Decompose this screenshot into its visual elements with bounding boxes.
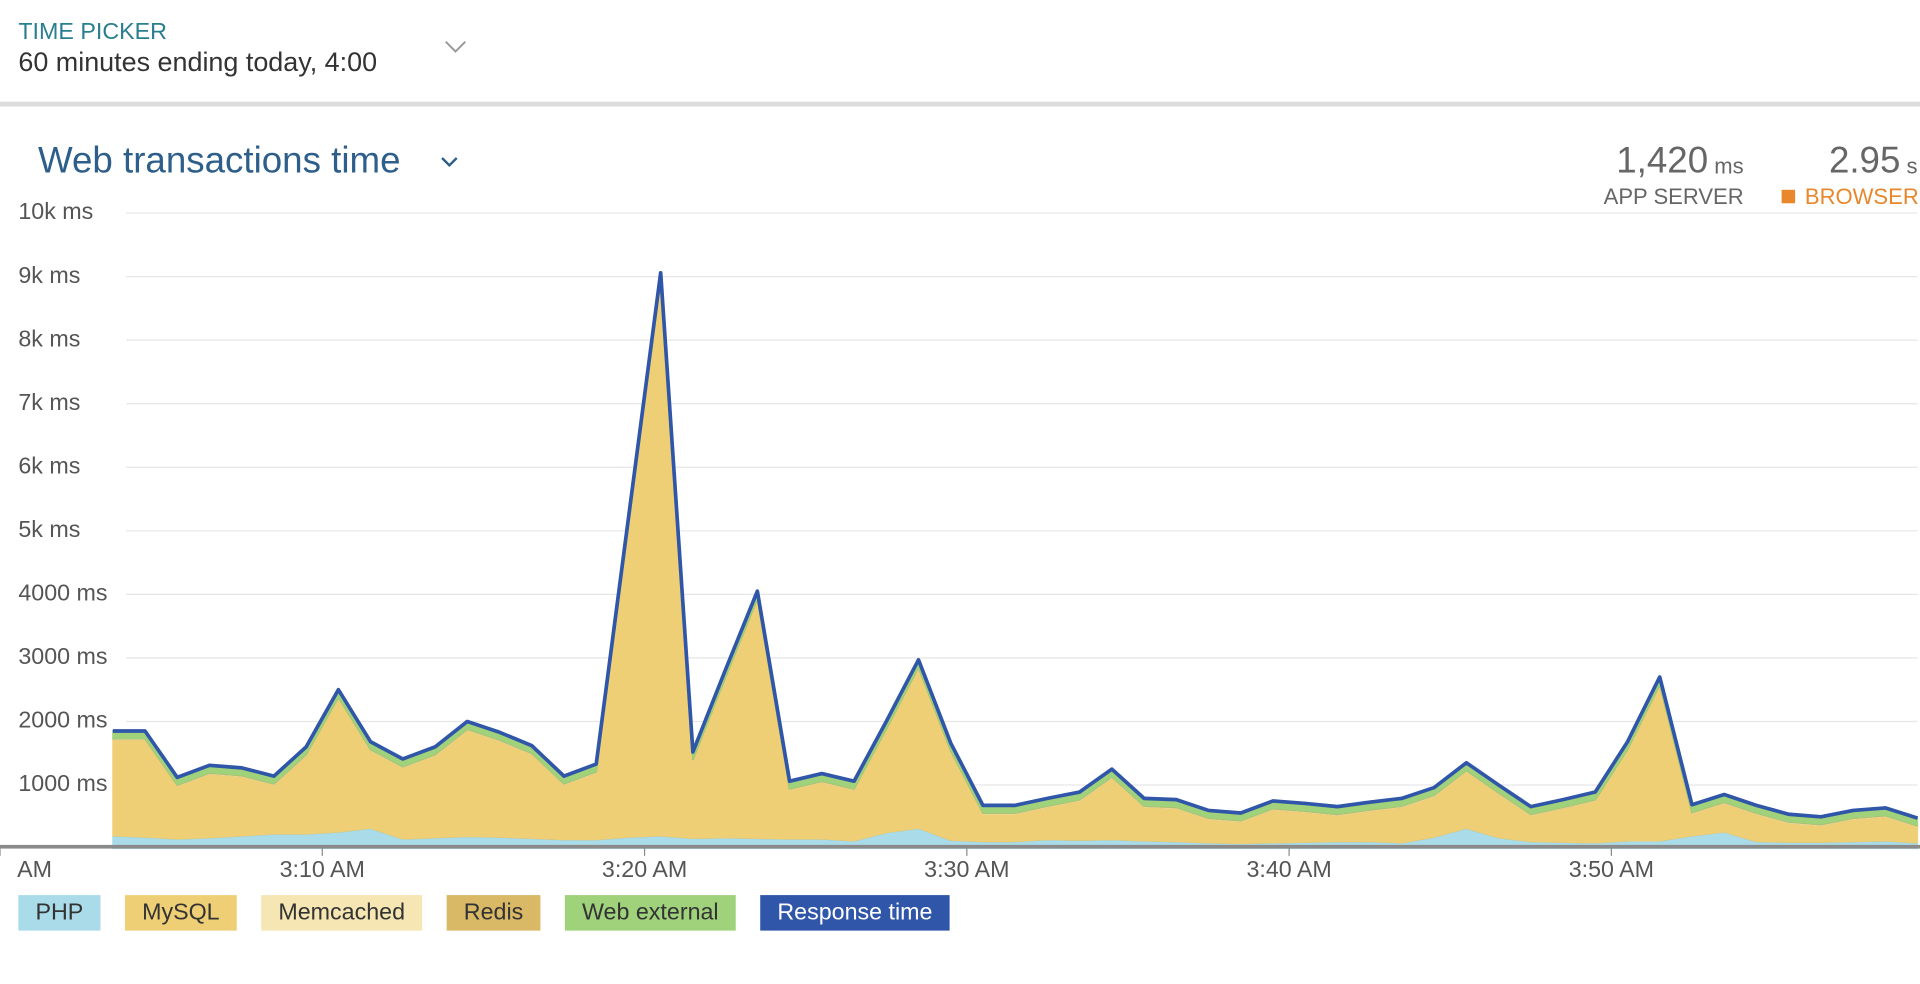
area-1	[112, 281, 1919, 845]
y-tick-label: 1000 ms	[18, 770, 107, 796]
y-tick-label: 6k ms	[18, 452, 80, 478]
time-picker-value[interactable]: 60 minutes ending today, 4:00	[18, 47, 377, 77]
x-tick-label: 3:50 AM	[1569, 856, 1654, 882]
x-tick-label: 3:30 AM	[924, 856, 1009, 882]
x-tick-label: 3:10 AM	[280, 856, 365, 882]
y-tick-label: 2000 ms	[18, 707, 107, 733]
legend-swatch	[564, 895, 736, 931]
browser-label: BROWSER	[1805, 184, 1919, 209]
y-tick-label: 10k ms	[18, 198, 93, 224]
divider	[0, 101, 1920, 107]
plot: 1000 ms 2000 ms 3000 ms 4000 ms 5k ms 6k ms 7k…	[0, 198, 1919, 882]
app-server-value: 1,420	[1616, 140, 1708, 181]
y-tick-label: 3000 ms	[18, 643, 107, 669]
response-time-line	[112, 270, 1919, 820]
legend-label: Redis	[464, 899, 523, 925]
y-tick-label: 5k ms	[18, 516, 80, 542]
browser-unit: s	[1907, 154, 1918, 179]
legend-swatch	[446, 895, 541, 931]
time-picker-chevron[interactable]	[445, 40, 466, 53]
y-tick-label: 4000 ms	[18, 580, 107, 606]
legend-item[interactable]: Web external	[564, 895, 736, 931]
x-tick-label: AM	[17, 856, 52, 882]
browser-swatch	[1781, 189, 1796, 204]
x-axis-line	[0, 844, 1920, 849]
chart-title-chevron[interactable]	[441, 157, 458, 168]
y-tick-label: 9k ms	[18, 262, 80, 288]
time-picker-label: TIME PICKER	[18, 18, 167, 44]
legend-item[interactable]: Response time	[760, 895, 950, 931]
legend-label: MySQL	[142, 899, 220, 925]
legend-label: PHP	[36, 899, 84, 925]
legend: PHP MySQL Memcached Redis Web external Respon…	[18, 895, 950, 931]
y-tick-label: 8k ms	[18, 325, 80, 351]
legend-item[interactable]: PHP	[18, 895, 101, 931]
legend-swatch	[261, 895, 423, 931]
x-tick-label: 3:20 AM	[602, 856, 687, 882]
legend-label: Response time	[777, 899, 932, 925]
x-tick-label: 3:40 AM	[1246, 856, 1331, 882]
legend-item[interactable]: Redis	[446, 895, 541, 931]
chart-title[interactable]: Web transactions time	[38, 140, 401, 181]
header	[0, 0, 1920, 106]
app-server-unit: ms	[1714, 154, 1743, 179]
legend-label: Memcached	[278, 899, 405, 925]
browser-value: 2.95	[1829, 140, 1900, 181]
legend-item[interactable]: MySQL	[124, 895, 237, 931]
legend-label: Web external	[582, 899, 719, 925]
y-tick-label: 7k ms	[18, 389, 80, 415]
app-server-label: APP SERVER	[1604, 184, 1744, 209]
legend-item[interactable]: Memcached	[261, 895, 423, 931]
legend-swatch	[124, 895, 237, 931]
legend-swatch	[18, 895, 101, 931]
legend-swatch	[760, 895, 950, 931]
